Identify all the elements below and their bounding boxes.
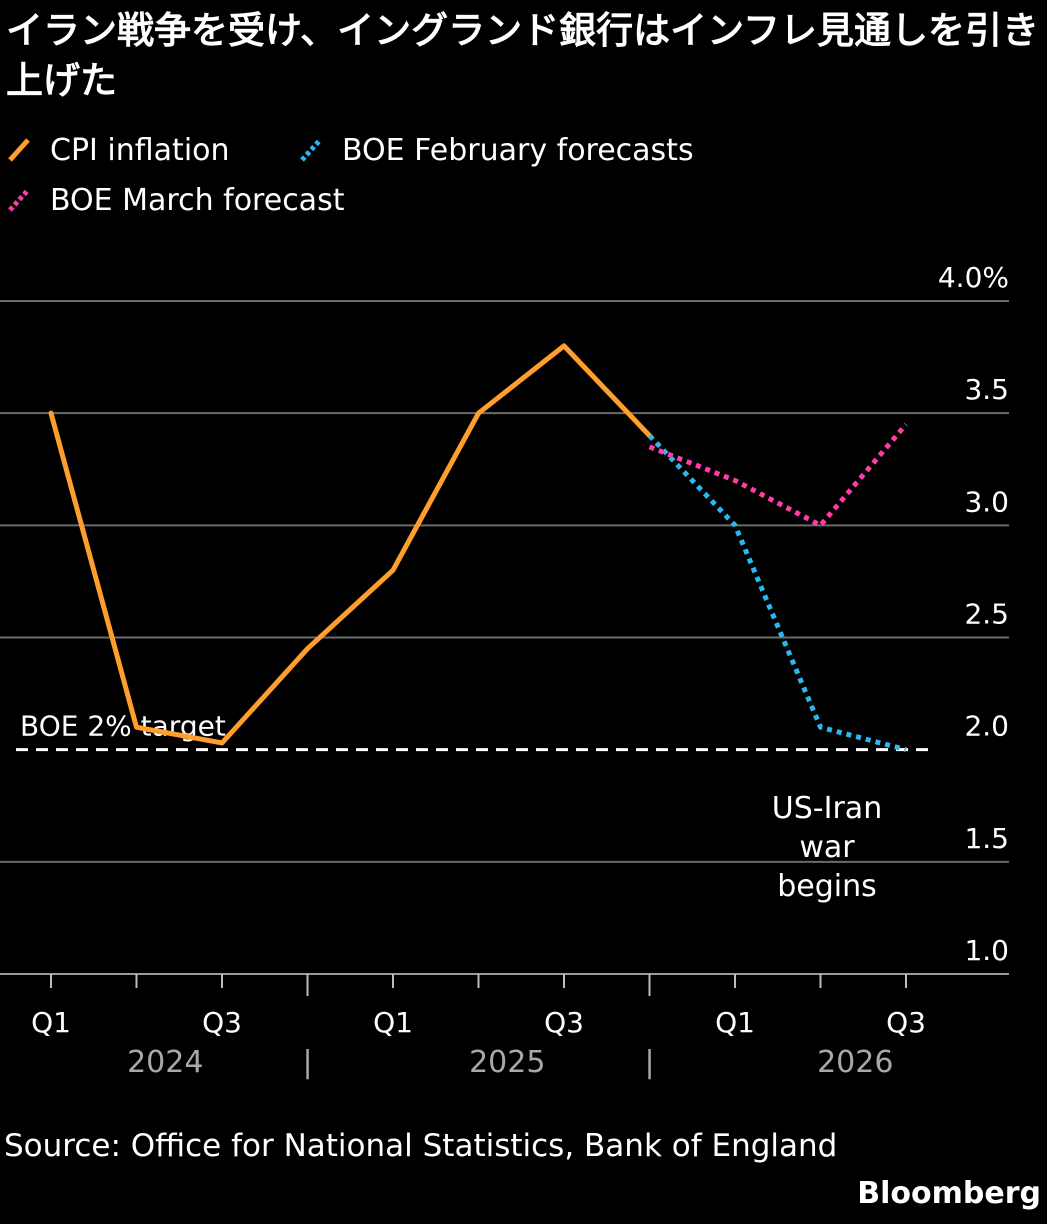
x-year-divider: | (302, 1045, 312, 1080)
legend-label-feb-forecast: BOE February forecasts (342, 132, 694, 168)
source-note: Source: Office for National Statistics, … (4, 1128, 838, 1164)
y-tick-label: 4.0% (938, 261, 1009, 294)
grid-lines (0, 300, 1009, 863)
y-tick-label: 1.5 (964, 822, 1009, 855)
brand-logo: Bloomberg (857, 1176, 1041, 1211)
x-tick-label: Q1 (715, 1006, 755, 1039)
x-year-label: 2024 (127, 1045, 203, 1080)
legend-item-cpi: CPI inflation (6, 130, 230, 170)
annotation-line: US-Iran (772, 791, 882, 826)
legend-swatch-feb-forecast (298, 137, 324, 163)
y-tick-label: 2.5 (964, 598, 1009, 631)
series-lines (48, 343, 908, 753)
x-year-divider: | (644, 1045, 654, 1080)
legend-label-cpi: CPI inflation (50, 132, 230, 168)
y-tick-label: 3.5 (964, 373, 1009, 406)
series-line-feb-forecast (647, 433, 907, 753)
y-tick-label: 3.0 (964, 485, 1009, 518)
legend-label-march-forecast: BOE March forecast (50, 182, 345, 218)
legend-swatch-march-forecast (6, 187, 32, 213)
x-tick-label: Q3 (202, 1006, 242, 1039)
x-tick-label: Q1 (373, 1006, 413, 1039)
annotation-line: begins (777, 869, 877, 904)
x-axis: Q1 Q3 Q1 Q3 Q1 Q3 2024 2025 2026 | | (0, 973, 1009, 1080)
legend-item-feb-forecast: BOE February forecasts (298, 130, 694, 170)
line-chart: 1.0 1.5 2.0 2.5 3.0 3.5 4.0% Q1 Q3 Q1 Q3 Q1 Q3 2024 2… (0, 261, 1009, 1080)
series-line-cpi (48, 343, 652, 746)
war-annotation: US-Iran war begins (772, 791, 882, 904)
x-tick-label: Q3 (544, 1006, 584, 1039)
legend-item-march-forecast: BOE March forecast (6, 180, 344, 220)
annotation-line: war (799, 830, 855, 865)
x-year-label: 2026 (817, 1045, 893, 1080)
x-year-label: 2025 (469, 1045, 545, 1080)
chart-title: イラン戦争を受け、イングランド銀行はインフレ見通しを引き上げた (6, 9, 1040, 102)
x-tick-label: Q1 (31, 1006, 71, 1039)
y-tick-label: 2.0 (964, 710, 1009, 743)
series-line-march-forecast (648, 422, 908, 528)
x-tick-label: Q3 (886, 1006, 926, 1039)
legend-swatch-cpi (6, 137, 32, 163)
y-tick-label: 1.0 (964, 934, 1009, 967)
y-axis-tick-labels: 1.0 1.5 2.0 2.5 3.0 3.5 4.0% (938, 261, 1009, 967)
